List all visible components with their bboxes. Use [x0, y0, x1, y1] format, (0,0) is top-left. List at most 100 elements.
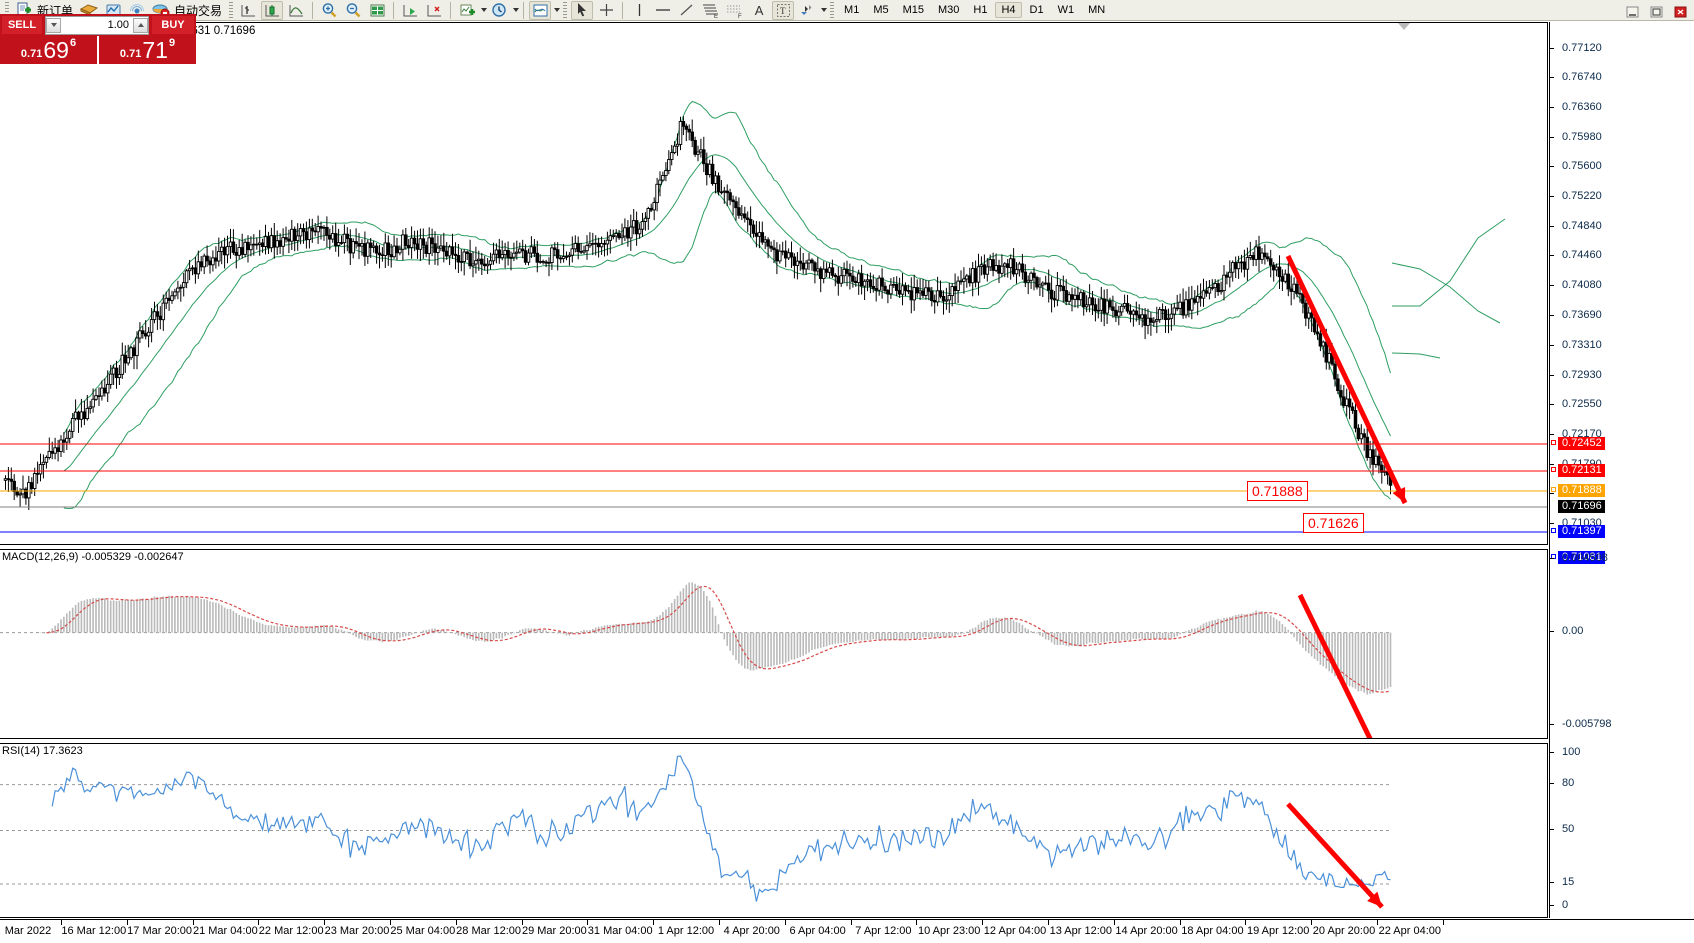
price-tag-072131[interactable]: 0.72131: [1551, 464, 1605, 477]
toolbar-grip-4[interactable]: [830, 2, 835, 18]
price-tag-handle[interactable]: [1551, 528, 1556, 533]
rsi-axis-tick-label: 100: [1562, 746, 1581, 758]
buy-button[interactable]: BUY: [152, 16, 194, 34]
price-axis-tick-label: 0.77120: [1562, 41, 1602, 54]
profiles-icon[interactable]: [78, 1, 100, 20]
period-dropdown-icon[interactable]: [513, 8, 520, 12]
crosshair-icon[interactable]: [595, 1, 617, 20]
fibonacci-icon[interactable]: E: [700, 1, 722, 20]
volume-stepper[interactable]: 1.00: [45, 15, 149, 35]
period-icon[interactable]: [488, 1, 510, 20]
svg-text:E: E: [714, 14, 718, 19]
chart-area: AUDUSD-,H4 0.71852 0.71866 0.71631 0.716…: [0, 22, 1694, 943]
time-axis-label: 20 Apr 20:00: [1312, 925, 1376, 937]
bar-chart-icon[interactable]: [237, 1, 259, 20]
templates-icon[interactable]: [529, 0, 552, 20]
minimize-window-icon[interactable]: [1621, 2, 1643, 21]
candlestick-chart-icon[interactable]: [261, 0, 284, 20]
horizontal-line-icon[interactable]: [652, 1, 674, 20]
time-axis-tick: [258, 920, 260, 925]
restore-window-icon[interactable]: [1645, 2, 1667, 21]
price-label-071888[interactable]: 0.71888: [1247, 481, 1308, 501]
volume-decrease-button[interactable]: [46, 17, 61, 33]
chart-top-marker: [1398, 23, 1410, 30]
text-label-icon[interactable]: T: [772, 0, 795, 20]
price-label-071626[interactable]: 0.71626: [1303, 513, 1364, 533]
macd-pane[interactable]: MACD(12,26,9) -0.005329 -0.002647: [0, 549, 1548, 739]
time-axis-label: 12 Apr 04:00: [983, 925, 1047, 937]
timeframe-d1[interactable]: D1: [1029, 4, 1044, 16]
time-axis-label: 4 Apr 20:00: [723, 925, 780, 937]
rsi-axis-tick-label: 50: [1562, 822, 1575, 835]
time-axis-tick: [1311, 920, 1313, 925]
chart-shift-icon[interactable]: [366, 1, 388, 20]
volume-increase-button[interactable]: [133, 17, 148, 33]
timeframe-m30[interactable]: M30: [938, 4, 960, 16]
vertical-line-icon[interactable]: [628, 1, 650, 20]
price-axis-tick-label: 0.76740: [1562, 71, 1602, 84]
time-axis[interactable]: Mar 2022 16 Mar 12:00 17 Mar 20:00 21 Mar 0…: [0, 919, 1694, 943]
macd-label: MACD(12,26,9) -0.005329 -0.002647: [2, 551, 184, 563]
price-tag-handle[interactable]: [1551, 467, 1556, 472]
price-tag-handle[interactable]: [1551, 487, 1556, 492]
price-pane[interactable]: AUDUSD-,H4 0.71852 0.71866 0.71631 0.716…: [0, 22, 1548, 545]
price-axis-tick-label: 0.75600: [1562, 160, 1602, 173]
one-click-trading-panel[interactable]: SELL 1.00 BUY 0.71 69 6 0.71 71 9: [0, 14, 196, 64]
chart-end-icon[interactable]: [423, 1, 445, 20]
timeframe-m5[interactable]: M5: [873, 4, 889, 16]
time-axis-tick: [982, 920, 984, 925]
navigator-icon[interactable]: [126, 1, 148, 20]
time-axis-label: 28 Mar 12:00: [456, 925, 522, 937]
time-axis-label: 18 Apr 04:00: [1181, 925, 1244, 937]
zoom-out-icon[interactable]: [342, 1, 364, 20]
indicators-icon[interactable]: [456, 1, 478, 20]
price-axis-tick-label: 0.75980: [1562, 130, 1602, 143]
time-axis-tick: [192, 920, 194, 925]
close-window-icon[interactable]: [1669, 2, 1691, 21]
price-tag-071888[interactable]: 0.71888: [1551, 484, 1605, 497]
price-tag-072452[interactable]: 0.72452: [1551, 437, 1605, 450]
chevron-down-icon: [50, 23, 57, 27]
indicators-dropdown-icon[interactable]: [481, 8, 488, 12]
buy-quote[interactable]: 0.71 71 9: [97, 36, 196, 64]
time-axis-label: 16 Mar 12:00: [61, 925, 127, 937]
trendline-icon[interactable]: [676, 1, 698, 20]
templates-dropdown-icon[interactable]: [554, 8, 561, 12]
line-chart-icon[interactable]: [285, 1, 307, 20]
window-buttons: [1620, 2, 1692, 21]
price-axis-tick-label: 0.74460: [1562, 249, 1602, 262]
time-axis-tick: [653, 920, 655, 925]
channel-icon[interactable]: F: [724, 1, 746, 20]
auto-scroll-icon[interactable]: [399, 1, 421, 20]
toolbar-grip[interactable]: [5, 2, 9, 18]
zoom-in-icon[interactable]: [318, 1, 340, 20]
timeframe-m1[interactable]: M1: [844, 4, 860, 16]
timeframe-w1[interactable]: W1: [1057, 4, 1075, 16]
price-tag-071397[interactable]: 0.71397: [1551, 525, 1605, 538]
price-axis[interactable]: 0.77120 0.76740 0.76360 0.75980 0.75600 0.752…: [1549, 22, 1694, 918]
time-axis-label: 29 Mar 20:00: [521, 925, 587, 937]
shapes-icon[interactable]: [796, 1, 818, 20]
time-axis-label: 22 Apr 04:00: [1378, 925, 1441, 937]
toolbar-grip-3[interactable]: [563, 2, 568, 18]
current-price-tag: 0.71696: [1558, 500, 1605, 513]
price-tag-071081[interactable]: 0.71081: [1551, 551, 1605, 564]
sell-button[interactable]: SELL: [2, 16, 42, 34]
timeframe-h1[interactable]: H1: [973, 4, 988, 16]
buy-quote-pipette: 9: [168, 37, 176, 49]
toolbar-grip-2[interactable]: [229, 2, 234, 18]
price-tag-handle[interactable]: [1551, 440, 1556, 445]
sell-quote[interactable]: 0.71 69 6: [0, 36, 97, 64]
macd-axis-tick-label: 0.004508: [1562, 552, 1608, 564]
macd-axis-tick-label: -0.005798: [1562, 718, 1612, 730]
volume-value[interactable]: 1.00: [107, 19, 129, 31]
rsi-pane[interactable]: RSI(14) 17.3623: [0, 743, 1548, 918]
text-icon[interactable]: A: [754, 2, 764, 18]
time-axis-tick: [1113, 920, 1115, 925]
cursor-icon[interactable]: [571, 0, 594, 20]
timeframe-m15[interactable]: M15: [902, 4, 924, 16]
timeframe-mn[interactable]: MN: [1088, 4, 1106, 16]
shapes-dropdown-icon[interactable]: [821, 8, 828, 12]
timeframe-h4[interactable]: H4: [995, 2, 1022, 18]
rsi-label: RSI(14) 17.3623: [2, 745, 83, 757]
